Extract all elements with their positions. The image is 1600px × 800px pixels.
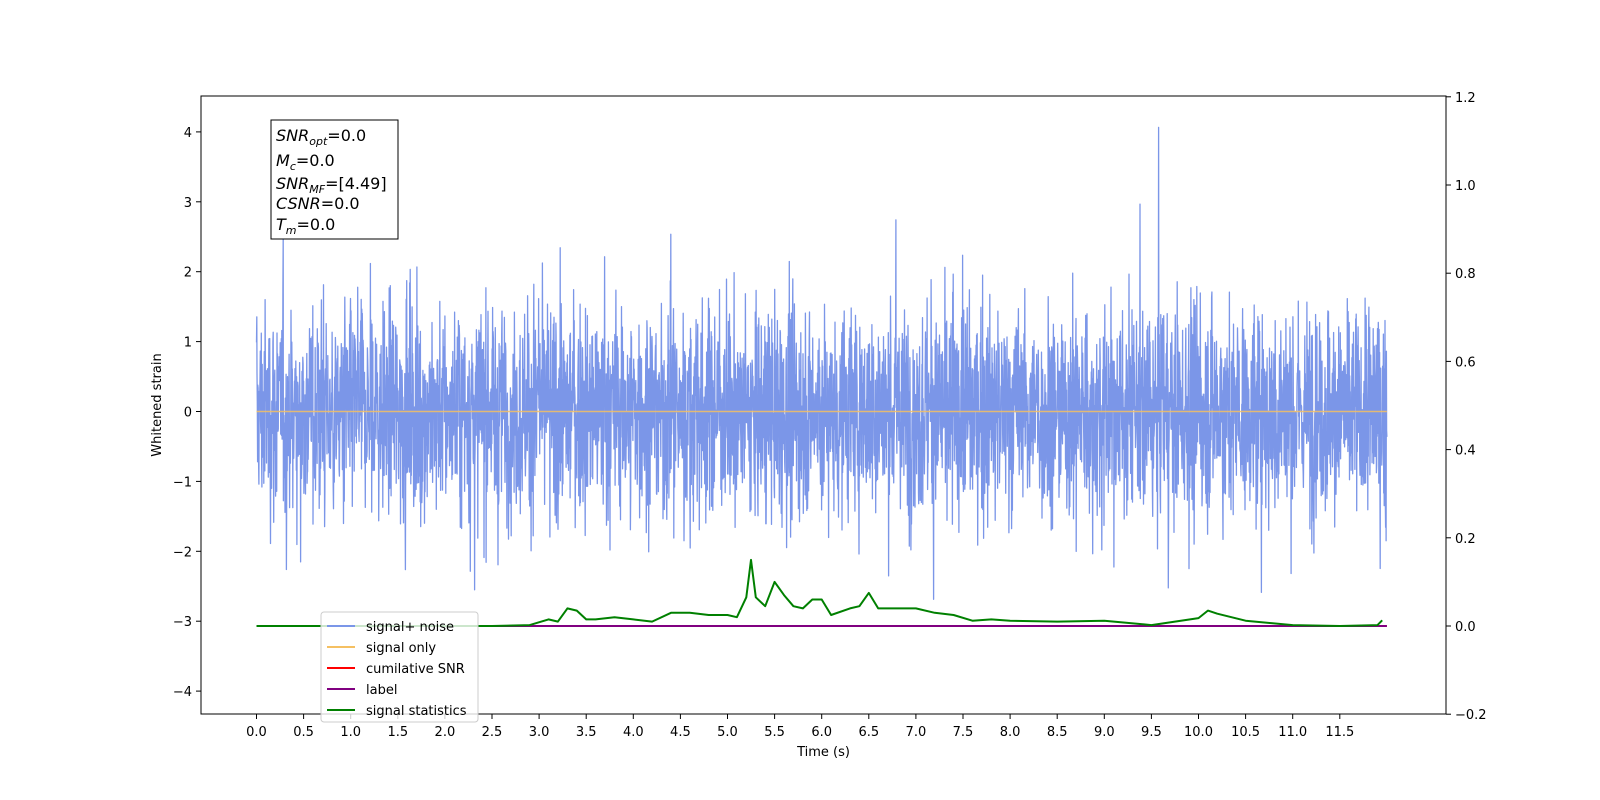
y-tick-label: 0 [184, 406, 192, 421]
x-tick-label: 7.5 [953, 725, 974, 740]
annotation-symbol: T [276, 215, 287, 234]
y2-tick-label: 0.6 [1455, 355, 1476, 370]
y2-axis-ticks: 1.2 1.0 0.8 0.6 0.4 0.2 0.0 −0.2 [1446, 91, 1487, 723]
annotation-subscript: m [286, 224, 297, 237]
x-tick-label: 0.5 [293, 725, 314, 740]
x-axis-label: Time (s) [796, 745, 850, 760]
x-tick-label: 6.5 [858, 725, 879, 740]
x-tick-label: 4.0 [623, 725, 644, 740]
annotation-line: SNRMF=[4.49] [276, 174, 387, 196]
y2-tick-label: 0.0 [1455, 620, 1476, 635]
legend-frame [320, 611, 479, 723]
annotation-subscript: MF [309, 183, 325, 196]
annotation-symbol: M [276, 151, 290, 170]
x-tick-label: 3.5 [576, 725, 597, 740]
x-tick-label: 2.0 [435, 725, 456, 740]
annotation-subscript: c [290, 160, 296, 173]
x-tick-label: 11.5 [1325, 725, 1354, 740]
x-tick-label: 10.0 [1184, 725, 1213, 740]
y-tick-label: 1 [184, 336, 192, 351]
legend-label: signal statistics [366, 704, 467, 719]
y2-tick-label: 1.0 [1455, 179, 1476, 194]
signal-noise-trace [255, 126, 1388, 600]
annotation-symbol: SNR [276, 174, 309, 193]
annotation-box [270, 119, 399, 240]
annotation-line: CSNR=0.0 [276, 194, 360, 213]
x-tick-label: 2.5 [482, 725, 503, 740]
y-tick-label: 4 [184, 126, 192, 141]
y2-tick-label: −0.2 [1455, 708, 1487, 723]
signal-noise-series [255, 126, 1388, 600]
legend: signal+ noise signal only cumilative SNR la… [320, 611, 479, 723]
signal-statistics-series [256, 558, 1383, 627]
annotation-symbol: CSNR [276, 194, 321, 213]
axes-frame [200, 95, 1447, 715]
y-tick-label: 2 [184, 266, 192, 281]
x-tick-label: 5.0 [717, 725, 738, 740]
y2-tick-label: 0.8 [1455, 267, 1476, 282]
legend-label: signal only [366, 641, 436, 656]
snr-annotation-box: SNRopt=0.0Mc=0.0SNRMF=[4.49]CSNR=0.0Tm=0… [270, 119, 399, 240]
x-tick-label: 6.0 [811, 725, 832, 740]
annotation-value: =0.0 [327, 126, 366, 145]
y2-tick-label: 0.2 [1455, 532, 1476, 547]
annotation-line: Mc=0.0 [276, 151, 335, 173]
x-tick-label: 11.0 [1278, 725, 1307, 740]
x-tick-label: 1.0 [340, 725, 361, 740]
y-tick-label: −3 [173, 615, 192, 630]
y-tick-label: −2 [173, 545, 192, 560]
x-tick-label: 5.5 [764, 725, 785, 740]
annotation-symbol: SNR [276, 126, 309, 145]
y-axis-ticks: 4 3 2 1 0 −1 −2 −3 −4 [173, 126, 201, 700]
annotation-line: Tm=0.0 [276, 215, 335, 237]
x-tick-label: 7.0 [906, 725, 927, 740]
annotation-line: SNRopt=0.0 [276, 126, 366, 148]
plot-area [255, 126, 1388, 627]
y2-tick-label: 0.4 [1455, 444, 1476, 459]
x-tick-label: 1.5 [387, 725, 408, 740]
legend-label: signal+ noise [366, 620, 454, 635]
legend-label: cumilative SNR [366, 662, 465, 677]
y-tick-label: 3 [184, 196, 192, 211]
x-tick-label: 0.0 [246, 725, 267, 740]
annotation-value: =0.0 [321, 194, 360, 213]
x-tick-label: 8.0 [1000, 725, 1021, 740]
x-tick-label: 9.5 [1141, 725, 1162, 740]
x-axis-ticks: 0.0 0.5 1.0 1.5 2.0 2.5 3.0 3.5 4.0 4.5 5.0 5.5 6.0 6… [246, 714, 1354, 740]
annotation-value: =0.0 [297, 215, 336, 234]
x-tick-label: 3.0 [529, 725, 550, 740]
x-tick-label: 4.5 [670, 725, 691, 740]
y2-tick-label: 1.2 [1455, 91, 1476, 106]
legend-label: label [366, 683, 397, 698]
y-axis-label: Whitened strain [150, 353, 165, 456]
x-tick-label: 8.5 [1047, 725, 1068, 740]
annotation-subscript: opt [309, 135, 328, 148]
y-tick-label: −4 [173, 685, 192, 700]
y-tick-label: −1 [173, 475, 192, 490]
x-tick-label: 9.0 [1094, 725, 1115, 740]
annotation-value: =[4.49] [325, 174, 387, 193]
x-tick-label: 10.5 [1231, 725, 1260, 740]
annotation-value: =0.0 [296, 151, 335, 170]
